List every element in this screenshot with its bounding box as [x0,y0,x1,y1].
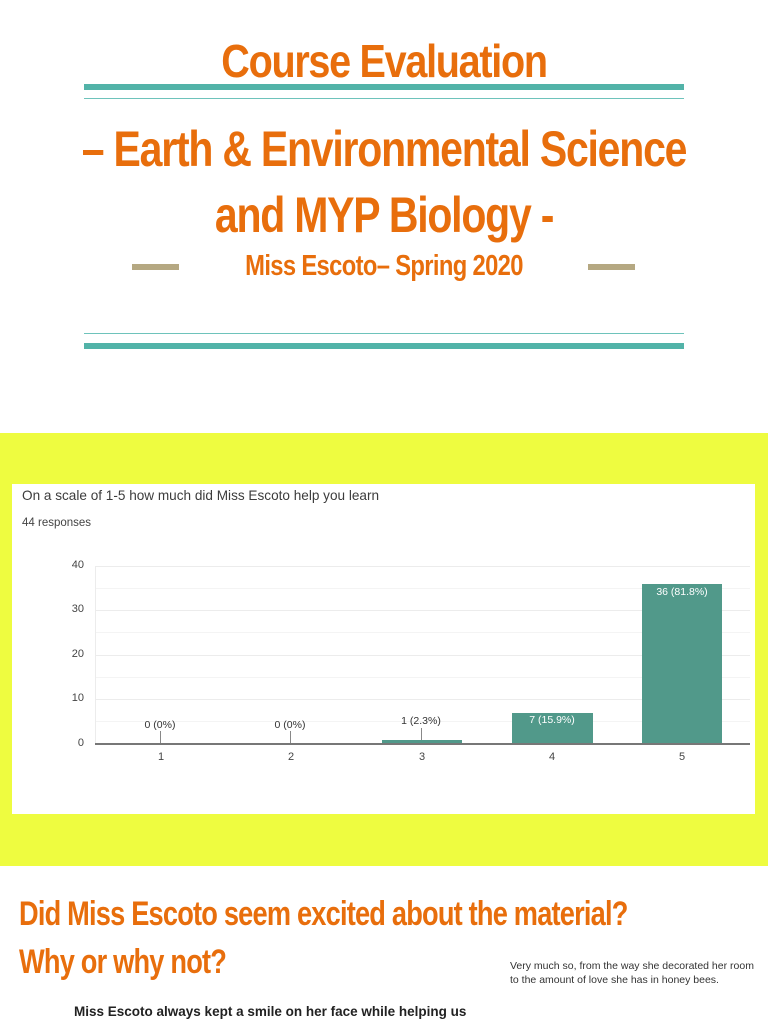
x-tick-2: 2 [287,751,295,763]
gridline-30 [95,610,750,611]
bar-label-5: 36 (81.8%) [656,586,708,598]
y-tick-20: 20 [71,648,84,660]
response-count: 44 responses [22,517,92,529]
bar-1-leader [160,731,161,744]
y-tick-30: 30 [71,603,84,615]
page-title: Course Evaluation [221,35,548,87]
top-rule-thick [84,84,684,90]
y-tick-10: 10 [71,692,84,704]
gridline-35 [95,588,750,589]
y-tick-40: 40 [71,559,84,571]
survey-question: On a scale of 1-5 how much did Miss Esco… [22,487,380,503]
course-line-2: and MYP Biology - [214,187,554,243]
bar-4 [512,713,593,744]
course-line-1: – Earth & Environmental Science [81,121,688,177]
bar-label-3: 1 (2.3%) [401,715,441,727]
student-answer-1: Very much so, from the way she decorated… [510,960,754,986]
bar-label-1: 0 (0%) [144,719,176,731]
excitement-question: Did Miss Escoto seem excited about the m… [19,890,628,986]
gridline-20 [95,655,750,656]
top-rule-thin [84,98,684,99]
x-tick-5: 5 [678,751,686,763]
gridline-10 [95,699,750,700]
gridline-40 [95,566,750,567]
bar-3 [382,740,462,744]
bottom-rule-thin [84,333,684,334]
gridline-25 [95,632,750,633]
right-dash-ornament [588,264,635,270]
left-dash-ornament [132,264,179,270]
bar-2-leader [290,731,291,744]
gridline-5 [95,721,750,722]
bar-5 [642,584,722,744]
chart-card [12,484,755,814]
bottom-rule-thick [84,343,684,349]
x-tick-4: 4 [548,751,556,763]
x-axis-line [95,743,750,745]
bar-3-leader [421,728,422,740]
student-answer-2: Miss Escoto always kept a smile on her f… [74,1004,467,1019]
y-axis-line [95,566,96,744]
x-tick-1: 1 [157,751,165,763]
excitement-question-line-1: Did Miss Escoto seem excited about the m… [19,895,628,933]
byline: Miss Escoto– Spring 2020 [245,250,523,282]
course-names: – Earth & Environmental Science and MYP … [69,118,699,246]
bar-label-2: 0 (0%) [274,719,306,731]
y-tick-0: 0 [77,737,84,749]
x-tick-3: 3 [418,751,426,763]
gridline-15 [95,677,750,678]
excitement-question-line-2: Why or why not? [19,943,227,981]
bar-label-4: 7 (15.9%) [529,714,575,726]
